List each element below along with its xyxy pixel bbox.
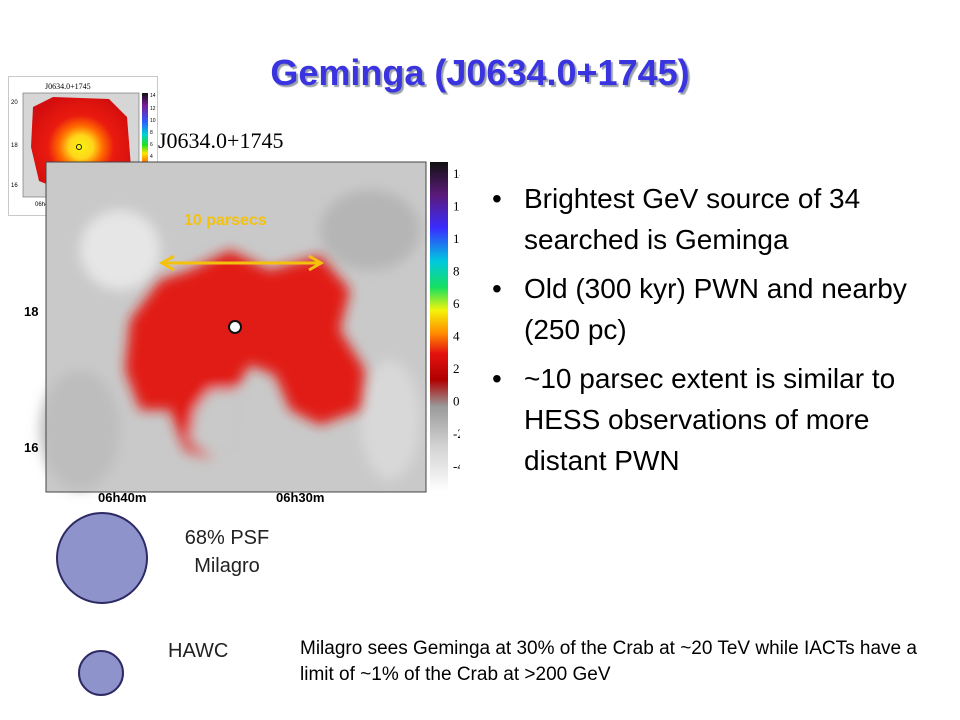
inset-source-marker [76,144,83,151]
colorbar-tick-label: 6 [453,296,460,311]
y-tick-label: 18 [24,304,38,319]
map-source-name: J0634.0+1745 [158,128,284,153]
colorbar-tick-label: -4 [453,459,460,474]
colorbar-tick-label: 10 [453,231,460,246]
psf-label-line: Milagro [194,555,260,577]
bullet-dot: • [492,363,502,394]
milagro-psf-disc [56,512,148,604]
hawc-psf-disc [78,650,124,696]
scale-label: 10 parsecs [184,212,267,229]
slide-title: Geminga (J0634.0+1745) [270,52,690,93]
inset-colorbar-tick: 10 [150,118,156,124]
x-tick-label: 06h40m [98,490,146,505]
bullet-text: ~10 parsec extent is similar to HESS obs… [524,363,896,476]
x-tick-label: 06h30m [276,490,324,505]
inset-title: J0634.0+1745 [45,82,91,91]
colorbar-tick-label: 12 [453,199,460,214]
psf-label-line: 68% PSF [184,527,270,549]
milagro-psf-label: 68% PSF Milagro [168,524,286,580]
inset-colorbar-tick: 14 [150,93,156,99]
main-skymap: 18 16 06h40m 06h30m 14 12 10 8 6 4 2 0 -2 -4 [20,160,467,505]
emission-region [125,250,365,460]
source-marker [228,320,242,334]
inset-colorbar-tick: 8 [150,130,153,136]
bullet-text: Old (300 kyr) PWN and nearby (250 pc) [524,273,907,345]
colorbar-tick-label: 2 [453,361,460,376]
colorbar-tick-label: 0 [453,394,460,409]
bullet-item: • ~10 parsec extent is similar to HESS ob… [492,358,912,481]
main-skymap-graphic: 18 16 06h40m 06h30m 14 12 10 8 6 4 2 0 -2 -4 [24,161,467,505]
inset-y-tick: 18 [11,143,18,149]
colorbar-tick-label: -2 [453,426,460,441]
colorbar-tick-label: 8 [453,264,460,279]
inset-colorbar-tick: 6 [150,142,153,148]
footnote: Milagro sees Geminga at 30% of the Crab … [300,638,917,685]
bullet-dot: • [492,273,502,304]
inset-colorbar-tick: 12 [150,106,156,112]
inset-y-tick: 16 [11,183,18,189]
colorbar-tick-label: 14 [453,166,460,181]
colorbar-tick-label: 4 [453,329,460,344]
bullet-item: • Old (300 kyr) PWN and nearby (250 pc) [492,268,912,350]
y-tick-label: 16 [24,440,38,455]
bullet-dot: • [492,183,502,214]
bullet-text: Brightest GeV source of 34 searched is G… [524,183,861,255]
bullet-item: • Brightest GeV source of 34 searched is … [492,178,912,260]
inset-colorbar-tick: 4 [150,154,153,160]
hawc-label: HAWC [168,640,229,662]
bullet-list: • Brightest GeV source of 34 searched is … [492,178,912,489]
inset-y-tick: 20 [11,100,18,106]
